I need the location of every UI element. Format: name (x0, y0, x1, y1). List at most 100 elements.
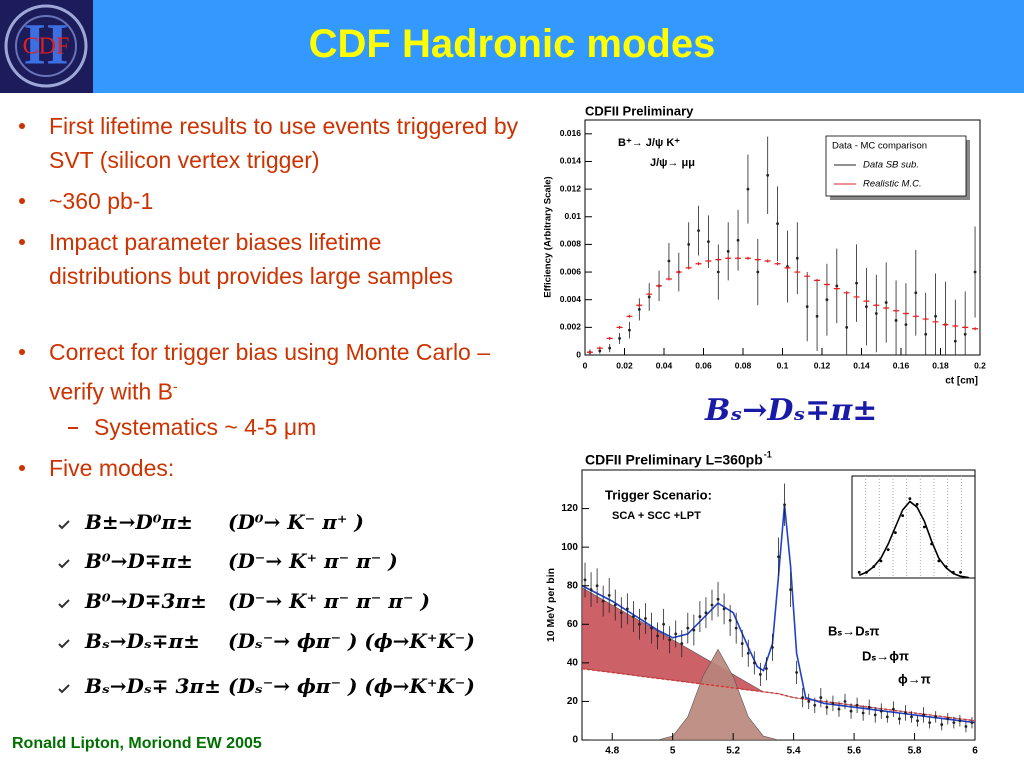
data-point (644, 617, 647, 620)
bullet-dot (19, 349, 25, 355)
mc-point (695, 262, 702, 266)
mc-point (952, 324, 959, 328)
plot-area (582, 483, 975, 740)
data-point (716, 597, 720, 601)
data-point (934, 715, 938, 719)
data-point (777, 555, 780, 559)
mc-point (823, 283, 830, 286)
data-point (595, 584, 599, 588)
logo-text: CDF (23, 34, 70, 60)
data-point (891, 707, 895, 711)
data-point (805, 305, 809, 309)
plot-title-superscript: -1 (764, 449, 772, 459)
mc-point (962, 325, 969, 329)
y-tick-label: 0.014 (560, 156, 582, 166)
mc-point (902, 312, 909, 316)
data-point (964, 725, 968, 728)
data-point (667, 259, 671, 263)
logo-mark: II (23, 11, 68, 76)
data-point (867, 705, 871, 709)
annotation: ϕ→π (898, 671, 931, 686)
data-point (704, 611, 708, 615)
data-point (894, 531, 897, 535)
data-point (707, 240, 710, 244)
bullet: Correct for trigger bias using Monte Car… (19, 335, 519, 409)
data-point (849, 709, 853, 713)
mc-point (675, 270, 682, 274)
x-tick-label: 0.14 (853, 360, 870, 370)
data-point (776, 222, 779, 226)
y-tick-label: 100 (561, 542, 578, 553)
annotation: J/ψ→ μμ (650, 157, 695, 169)
annotation: Bₛ→Dₛπ (828, 623, 879, 638)
data-point (710, 603, 714, 607)
data-point (628, 328, 631, 332)
data-point (728, 619, 732, 622)
mode-name: Bₛ→Dₛ∓ 3π± (85, 674, 221, 698)
mc-point (606, 336, 613, 340)
check-mark (58, 520, 70, 530)
mc-point (932, 320, 939, 324)
x-tick-label: 0.02 (616, 360, 633, 370)
data-point (970, 721, 974, 725)
data-point (752, 661, 756, 665)
x-tick-label: 5.2 (726, 746, 740, 757)
data-point (928, 721, 932, 725)
plot-frame (851, 475, 976, 579)
bullet: Five modes: (19, 451, 519, 485)
data-point (716, 270, 720, 274)
data-point (865, 305, 868, 309)
y-tick-label: 0 (576, 349, 581, 359)
data-point (951, 570, 955, 574)
data-point (879, 709, 883, 713)
bullet: Impact parameter biases lifetime distrib… (19, 225, 469, 293)
data-point (608, 346, 612, 350)
logo: II CDF (0, 0, 93, 93)
annotation: Dₛ→ϕπ (862, 648, 909, 663)
data-point (922, 713, 926, 717)
data-point (922, 525, 926, 529)
check-path (58, 559, 70, 569)
data-point (958, 719, 962, 723)
mc-point (616, 325, 623, 329)
mc-point (912, 314, 919, 318)
x-tick-label: 5.6 (847, 746, 861, 757)
data-point (898, 717, 901, 721)
data-point (637, 307, 641, 311)
mc-point (646, 292, 653, 296)
data-point (662, 622, 666, 626)
check-mark (58, 559, 70, 569)
x-tick-label: 0.18 (932, 360, 949, 370)
mc-point (833, 287, 840, 291)
data-point (952, 721, 956, 725)
mc-point (893, 309, 900, 313)
data-point (855, 703, 859, 707)
data-point (758, 673, 762, 676)
x-tick-label: 0.06 (695, 360, 712, 370)
mc-point (972, 327, 979, 331)
footer: Ronald Lipton, Moriond EW 2005 (12, 735, 262, 752)
bullet-superscript: - (172, 378, 178, 394)
bullet-text: ~360 pb-1 (49, 188, 154, 214)
data-point (815, 314, 819, 318)
data-point (819, 696, 823, 699)
y-tick-label: 0.002 (560, 322, 582, 332)
check-path (58, 639, 70, 649)
mc-point (705, 259, 712, 263)
data-point (861, 711, 865, 715)
data-point (908, 497, 912, 501)
data-point (756, 270, 760, 274)
y-tick-label: 0.004 (560, 294, 582, 304)
data-point (959, 570, 962, 574)
data-point (589, 588, 593, 591)
mc-point (636, 303, 643, 307)
plot-title: CDFII Preliminary (585, 103, 694, 118)
data-point (771, 646, 774, 649)
sub-bullet-dash (68, 427, 78, 429)
y-tick-label: 40 (567, 657, 579, 668)
data-point (765, 667, 768, 671)
mc-point (814, 278, 821, 282)
mc-point (843, 291, 850, 295)
y-tick-label: 0.016 (560, 128, 582, 138)
mc-point (873, 303, 880, 307)
